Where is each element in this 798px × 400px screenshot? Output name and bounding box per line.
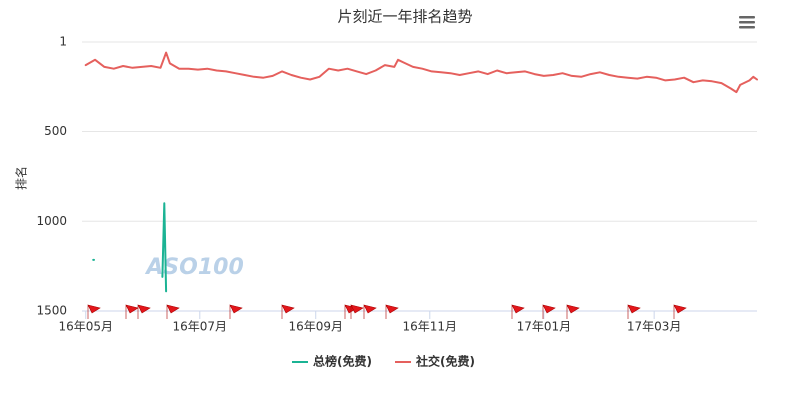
legend-label: 社交(免费): [415, 354, 475, 369]
x-tick-label: 17年03月: [627, 320, 682, 334]
x-tick-label: 16年07月: [173, 320, 228, 334]
y-tick-label: 1000: [36, 214, 67, 228]
y-tick-label: 1500: [36, 304, 67, 318]
event-flags: [87, 304, 687, 319]
x-tick-label: 16年11月: [403, 320, 458, 334]
watermark: ASO100: [144, 255, 244, 280]
x-tick-label: 16年05月: [58, 320, 113, 334]
y-axis-label: 排名: [14, 166, 29, 190]
series-line: [92, 202, 168, 293]
menu-button[interactable]: [739, 16, 755, 29]
y-tick-label: 500: [44, 124, 67, 138]
x-tick-label: 17年01月: [517, 320, 572, 334]
series-line: [84, 51, 758, 94]
chart-title: 片刻近一年排名趋势: [337, 8, 472, 26]
x-tick-label: 16年09月: [288, 320, 343, 334]
legend-label: 总榜(免费): [313, 354, 372, 369]
y-tick-label: 1: [59, 35, 67, 49]
